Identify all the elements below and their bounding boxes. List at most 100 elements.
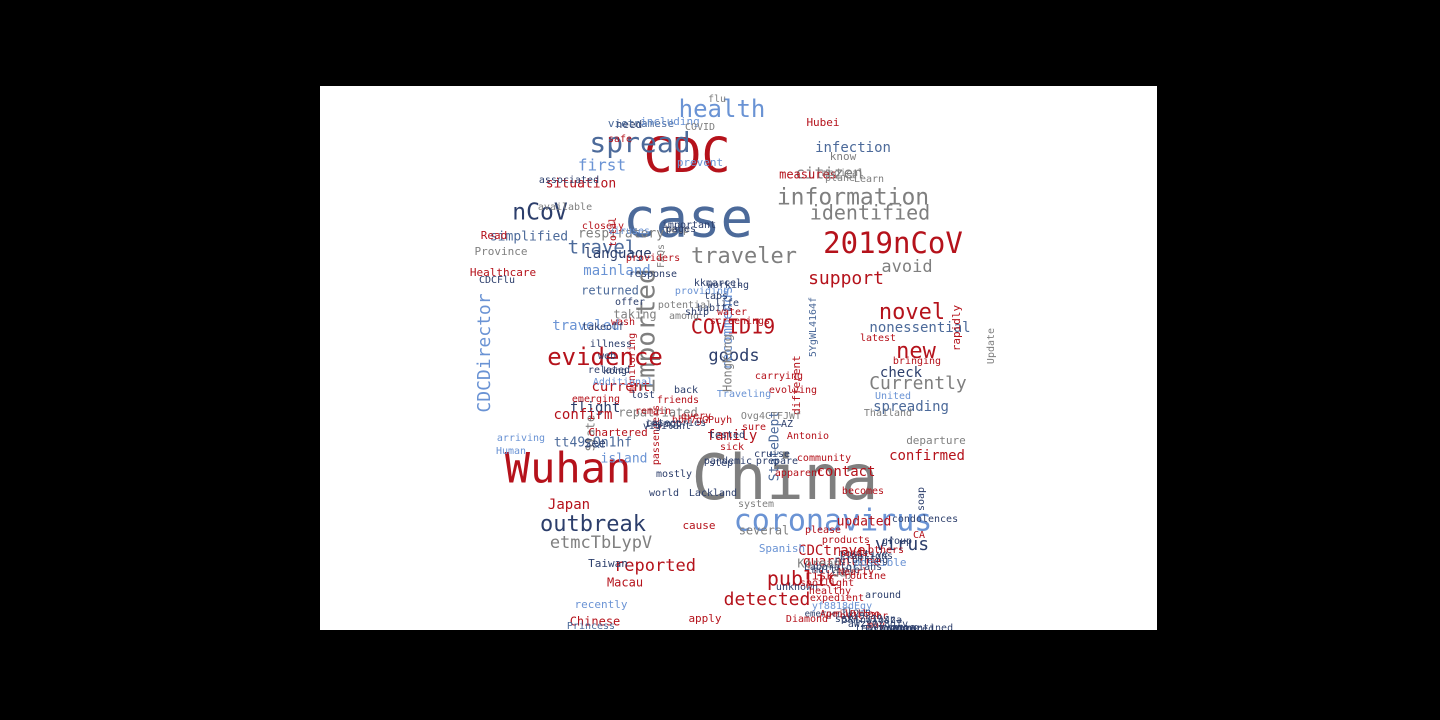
word-recently: recently xyxy=(575,598,628,611)
word-carrying: carrying xyxy=(755,371,803,382)
word-bringing: bringing xyxy=(893,356,941,367)
word-water: water xyxy=(717,307,747,318)
word-covid: COVID xyxy=(685,122,715,133)
word-passengers: passengers xyxy=(651,405,662,465)
word-total: total xyxy=(608,217,619,247)
word-hands: hands xyxy=(838,548,868,559)
word-fg1owmxg0: Fg1owMXg0 xyxy=(865,624,919,630)
word-providers: providers xyxy=(626,253,680,264)
word-friends: friends xyxy=(657,395,699,406)
word-offer: offer xyxy=(615,297,645,308)
word-traveler: traveler xyxy=(691,244,797,269)
word-day: day xyxy=(832,566,854,580)
word-lost: lost xyxy=(631,390,655,401)
word-prepare: prepare xyxy=(756,456,798,467)
word-az: AZ xyxy=(781,419,793,430)
word-illness: illness xyxy=(590,339,632,350)
word-quarantine: quarantine xyxy=(803,555,881,570)
word-medical: medical xyxy=(822,168,864,179)
word-cdcflu: CDCFlu xyxy=(479,275,515,286)
word-please: please xyxy=(805,525,841,536)
word-ca: CA xyxy=(913,530,925,541)
word-associated: associated xyxy=(539,175,599,186)
word-kong: kong xyxy=(603,366,627,377)
word-expedient: expedient xyxy=(810,593,864,604)
word-cdcdirector: CDCDirector xyxy=(474,293,495,412)
word-healthy: healthy xyxy=(809,586,851,597)
word-vietnamese: vietnamese xyxy=(608,117,674,130)
word-monitored: monitored xyxy=(880,624,934,630)
word-repatriated: repatriated xyxy=(618,406,697,420)
word-japan: Japan xyxy=(548,497,590,513)
word-5ygwl4164f: 5YgWL4164f xyxy=(808,297,819,357)
word-health: health xyxy=(679,95,766,123)
word-rfov1c73hr: rfoV1C73hr xyxy=(828,611,888,622)
word-taking: taking xyxy=(613,308,656,322)
word-condolences: condolences xyxy=(892,514,958,525)
word-family: family xyxy=(707,428,758,444)
word-risk: risk xyxy=(805,569,835,583)
word-covid19: COVID19 xyxy=(691,315,775,339)
word-nonessential: nonessential xyxy=(869,320,970,336)
word-among: among xyxy=(669,311,699,322)
word-help: help xyxy=(665,225,689,236)
word-several: several xyxy=(739,524,790,538)
word-contact: contact xyxy=(816,464,875,480)
word-tt49zqn1hf: tt49zQn1hf xyxy=(554,436,632,451)
word-human: Human xyxy=(496,446,526,457)
word-potential: potential xyxy=(658,300,712,311)
word-currently: Currently xyxy=(869,373,967,394)
word-ship: ship xyxy=(685,307,709,318)
word-others: others xyxy=(868,545,904,556)
word-returning: returning xyxy=(834,555,888,566)
word-routine: routine xyxy=(844,571,886,582)
word-becomes: becomes xyxy=(842,486,884,497)
word-monitoring: monitoring xyxy=(627,333,638,393)
word-apply: apply xyxy=(688,612,721,625)
word-island: island xyxy=(601,452,648,467)
figure-canvas: China case CDC Wuhan coronavirus 2019nCoV spre… xyxy=(320,86,1157,630)
word-cruise: cruise xyxy=(754,449,790,460)
word-case: case xyxy=(623,187,753,250)
word-united: United xyxy=(875,391,911,402)
word-flu: flu xyxy=(708,94,726,105)
word-evidence: evidence xyxy=(547,343,663,371)
word-takeoff: takeoff xyxy=(582,322,624,333)
word-avoid: avoid xyxy=(881,257,932,277)
word-antonio: Antonio xyxy=(787,431,829,442)
word-see: See xyxy=(584,437,606,451)
word-wuhan: Wuhan xyxy=(505,444,631,493)
word-thailand: Thailand xyxy=(864,408,912,419)
word-check: check xyxy=(880,365,923,381)
word-products: products xyxy=(822,535,870,546)
word-recommends: recommends xyxy=(720,286,736,370)
word-response: response xyxy=(629,269,677,280)
word-cause: cause xyxy=(682,519,715,532)
word-pages: pages xyxy=(666,224,696,235)
word-2019ncov: 2019nCoV xyxy=(823,226,963,260)
word-taiwan: Taiwan xyxy=(588,557,628,570)
word-public: public xyxy=(767,567,839,591)
word-new: new xyxy=(896,339,936,364)
word-learn: Learn xyxy=(854,174,884,185)
word-arriving: arriving xyxy=(497,433,545,444)
word-evolving: evolving xyxy=(769,385,817,396)
word-flight: flight xyxy=(570,400,621,416)
word-sick: sick xyxy=(720,442,744,453)
word-apparent: apparent xyxy=(775,468,823,479)
word-flown: flown xyxy=(841,607,871,618)
word-travel: travel xyxy=(568,237,637,259)
word-spread: spread xyxy=(589,126,690,159)
word-viruses: viruses xyxy=(608,226,650,237)
word-chinese: Chinese xyxy=(570,615,621,629)
word-sure: sure xyxy=(742,422,766,433)
word-confirmed: confirmed xyxy=(889,448,965,464)
word-virus: virus xyxy=(875,534,929,555)
word-chartered: Chartered xyxy=(588,426,648,439)
word-emergence: emergence xyxy=(805,610,854,620)
word-macau: Macau xyxy=(607,576,643,590)
word-identified: identified xyxy=(810,201,930,225)
word-outbreak: outbreak xyxy=(540,512,646,537)
word-working: working xyxy=(707,280,749,291)
